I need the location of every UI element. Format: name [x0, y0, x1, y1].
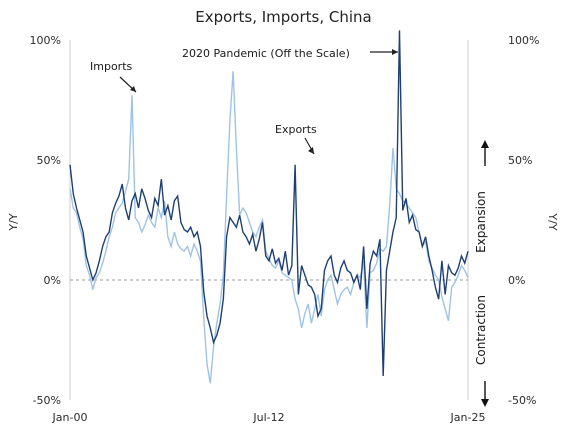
y-tick-label-right: 50% — [508, 154, 532, 167]
pandemic-annotation-arrowhead — [392, 49, 398, 55]
y-tick-label-right: -50% — [508, 394, 536, 407]
left-y-ticks: 100% 50% 0% -50% — [30, 34, 61, 407]
exports-annotation-arrowhead — [308, 147, 314, 154]
imports-series-line — [69, 71, 469, 384]
x-ticks: Jan-00 Jul-12 Jan-25 — [52, 411, 486, 424]
y-axis-left-label: Y/Y — [7, 213, 20, 231]
right-y-ticks: 100% 50% 0% -50% — [508, 34, 539, 407]
contraction-arrowhead — [481, 399, 489, 407]
y-tick-label-left: 100% — [30, 34, 61, 47]
y-tick-label-right: 100% — [508, 34, 539, 47]
chart-title: Exports, Imports, China — [195, 8, 371, 26]
y-tick-label-left: 0% — [44, 274, 61, 287]
pandemic-annotation: 2020 Pandemic (Off the Scale) — [182, 47, 350, 60]
contraction-label: Contraction — [474, 295, 488, 365]
y-tick-label-left: -50% — [33, 394, 61, 407]
expansion-label: Expansion — [474, 191, 488, 253]
imports-annotation: Imports — [90, 60, 133, 73]
y-axis-right-label: Y/Y — [546, 212, 559, 230]
exports-series-line — [69, 30, 469, 377]
expansion-arrowhead — [481, 140, 489, 148]
x-tick-label: Jan-25 — [450, 411, 486, 424]
x-tick-label: Jul-12 — [252, 411, 284, 424]
x-tick-label: Jan-00 — [52, 411, 88, 424]
imports-annotation-arrowhead — [130, 86, 136, 92]
y-tick-label-left: 50% — [37, 154, 61, 167]
exports-annotation: Exports — [275, 123, 317, 136]
y-tick-label-right: 0% — [508, 274, 525, 287]
